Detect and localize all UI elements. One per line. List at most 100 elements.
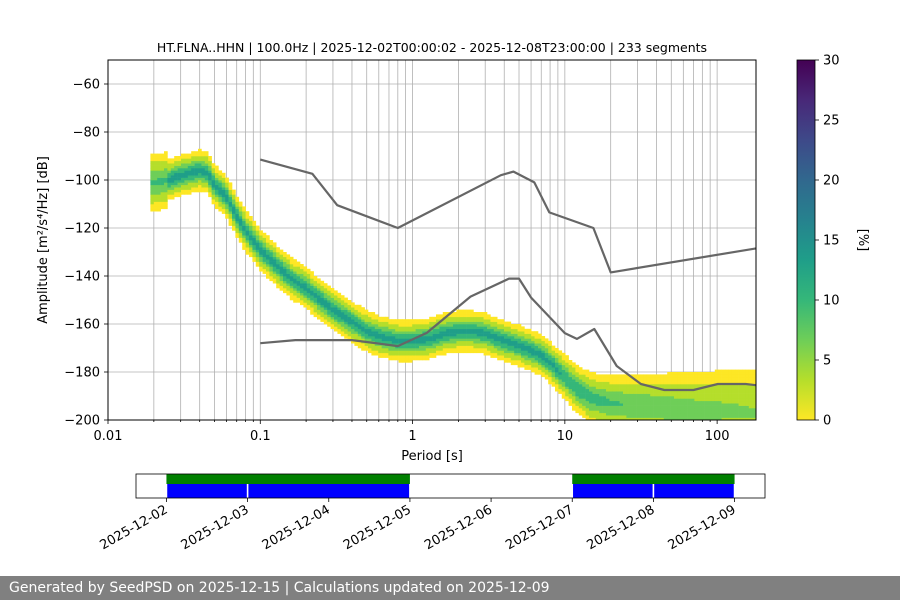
psd-bin xyxy=(245,211,250,214)
psd-bin xyxy=(483,338,488,342)
psd-bin xyxy=(680,372,685,375)
psd-bin xyxy=(218,184,223,188)
psd-bin xyxy=(344,312,348,315)
psd-bin xyxy=(354,343,359,346)
psd-bin xyxy=(708,386,712,390)
psd-bin xyxy=(340,326,345,330)
psd-bin xyxy=(657,417,661,420)
psd-bin xyxy=(735,376,739,380)
psd-bin xyxy=(572,372,576,375)
psd-bin xyxy=(167,170,172,174)
psd-bin xyxy=(578,400,583,404)
psd-bin xyxy=(504,328,508,332)
psd-bin xyxy=(208,189,212,193)
psd-bin xyxy=(184,180,189,183)
psd-bin xyxy=(623,393,627,397)
psd-bin xyxy=(691,417,695,420)
psd-bin xyxy=(674,391,678,394)
psd-bin xyxy=(507,328,512,332)
y-tick-label: −200 xyxy=(64,414,100,429)
psd-bin xyxy=(330,312,335,315)
psd-bin xyxy=(323,300,328,303)
colorbar-tick-label: 5 xyxy=(823,354,831,369)
psd-bin xyxy=(728,412,733,416)
psd-bin xyxy=(150,168,155,171)
psd-bin xyxy=(504,324,508,327)
psd-bin xyxy=(643,408,648,411)
psd-bin xyxy=(527,328,532,332)
psd-bin xyxy=(153,168,158,171)
psd-bin xyxy=(667,384,671,387)
psd-bin xyxy=(524,343,529,346)
psd-bin xyxy=(289,261,294,265)
psd-bin xyxy=(735,374,739,378)
psd-bin xyxy=(320,309,325,313)
psd-bin xyxy=(439,328,444,332)
psd-bin xyxy=(575,405,580,409)
psd-bin xyxy=(578,393,583,397)
psd-bin xyxy=(633,398,637,402)
psd-bin xyxy=(510,338,515,342)
psd-bin xyxy=(293,285,297,289)
psd-bin xyxy=(337,309,342,313)
psd-bin xyxy=(187,175,192,178)
psd-bin xyxy=(442,352,447,356)
psd-bin xyxy=(402,348,406,351)
psd-bin xyxy=(531,355,535,358)
psd-bin xyxy=(534,367,539,370)
psd-bin xyxy=(731,386,736,390)
psd-bin xyxy=(402,355,406,358)
psd-bin xyxy=(395,340,399,344)
psd-bin xyxy=(572,403,576,406)
psd-bin xyxy=(283,280,287,284)
psd-bin xyxy=(181,187,185,190)
psd-bin xyxy=(194,170,199,174)
psd-bin xyxy=(663,396,668,399)
psd-bin xyxy=(735,410,739,414)
psd-bin xyxy=(653,408,658,411)
psd-bin xyxy=(255,264,260,267)
psd-bin xyxy=(170,158,175,162)
psd-bin xyxy=(245,213,250,217)
psd-bin xyxy=(449,340,454,344)
psd-bin xyxy=(629,400,634,404)
psd-bin xyxy=(157,194,161,198)
psd-bin xyxy=(629,393,634,397)
psd-bin xyxy=(497,328,501,332)
psd-bin xyxy=(544,360,549,363)
psd-bin xyxy=(612,398,617,402)
psd-bin xyxy=(602,398,607,402)
psd-bin xyxy=(731,417,736,420)
psd-bin xyxy=(215,187,219,190)
psd-bin xyxy=(735,384,739,387)
psd-bin xyxy=(606,379,610,382)
psd-bin xyxy=(728,384,733,387)
psd-bin xyxy=(684,403,688,406)
psd-bin xyxy=(419,331,423,334)
psd-bin xyxy=(483,312,488,315)
psd-bin xyxy=(619,400,624,404)
psd-bin xyxy=(374,343,379,346)
psd-bin xyxy=(208,172,212,176)
psd-bin xyxy=(704,381,709,385)
psd-bin xyxy=(228,223,233,226)
psd-bin xyxy=(436,316,440,320)
psd-bin xyxy=(694,393,699,397)
psd-bin xyxy=(578,391,583,394)
psd-bin xyxy=(177,175,182,178)
psd-bin xyxy=(701,372,705,375)
psd-bin xyxy=(619,403,624,406)
psd-bin xyxy=(640,417,644,420)
psd-bin xyxy=(466,333,471,337)
psd-bin xyxy=(544,376,549,380)
psd-bin xyxy=(466,328,471,332)
psd-bin xyxy=(351,324,355,327)
psd-bin xyxy=(449,321,454,325)
psd-bin xyxy=(663,405,668,409)
psd-bin xyxy=(391,321,396,325)
psd-bin xyxy=(687,408,692,411)
psd-bin xyxy=(466,345,471,349)
psd-bin xyxy=(684,384,688,387)
psd-bin xyxy=(721,393,726,397)
psd-bin xyxy=(313,307,318,310)
